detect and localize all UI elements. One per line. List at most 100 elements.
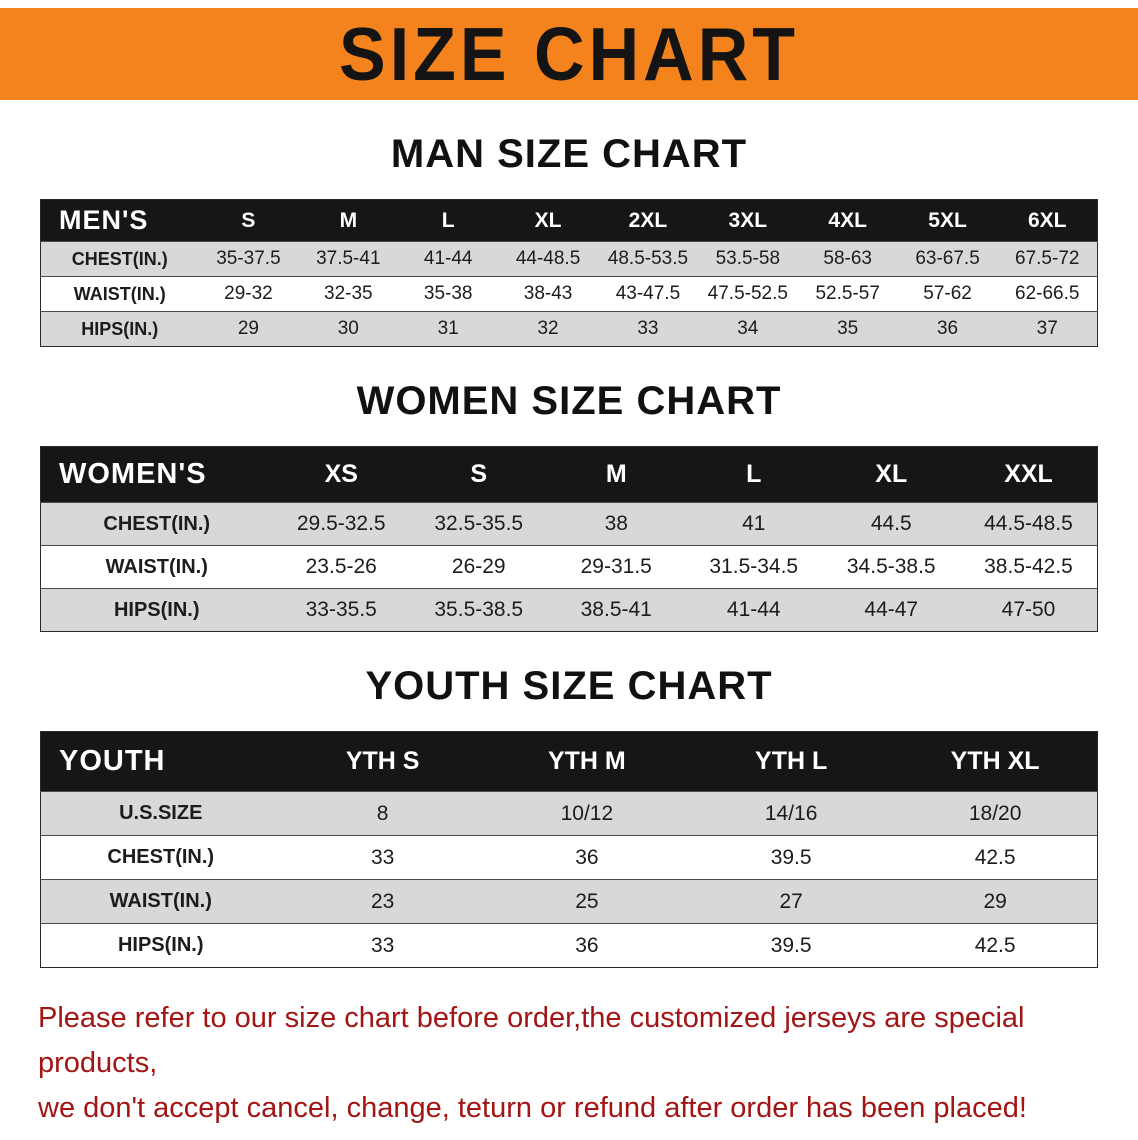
size-value: 43-47.5: [615, 283, 681, 304]
size-value: 41-44: [726, 598, 781, 621]
size-value: 47.5-52.5: [707, 283, 788, 304]
size-value: 30: [337, 318, 359, 339]
table-header-row: YOUTH YTH S YTH M YTH L YTH XL: [40, 731, 1098, 792]
women-size-chart-section: WOMEN SIZE CHART WOMEN'S XS S M L XL XXL CHEST(…: [0, 379, 1138, 632]
size-value: 36: [575, 933, 599, 957]
table-corner-label: WOMEN'S: [40, 446, 273, 503]
measurement-label: WAIST(IN.): [73, 283, 166, 304]
size-value: 63-67.5: [915, 248, 980, 269]
size-value: 23: [370, 889, 395, 913]
size-value: 10/12: [560, 801, 614, 825]
men-size-table: MEN'S S M L XL 2XL 3XL 4XL 5XL 6XL CHEST(IN.) 35-37…: [40, 199, 1098, 347]
size-column-header: YTH L: [689, 731, 894, 792]
size-column-header: 6XL: [997, 199, 1098, 242]
size-value: 35.5-38.5: [434, 598, 524, 621]
size-value: 35-37.5: [216, 248, 281, 269]
size-column-header: 4XL: [797, 199, 898, 242]
measurement-label: WAIST(IN.): [109, 890, 212, 912]
table-header-row: WOMEN'S XS S M L XL XXL: [40, 446, 1098, 503]
measurement-row: HIPS(IN.) 29 30 31 32 33 34 35 36 37: [40, 311, 1098, 347]
men-size-chart-section: MAN SIZE CHART MEN'S S M L XL 2XL 3XL 4XL 5XL 6XL…: [0, 132, 1138, 347]
size-value: 29.5-32.5: [296, 512, 386, 535]
women-size-table: WOMEN'S XS S M L XL XXL CHEST(IN.) 29.5-32.5 32.5…: [40, 446, 1098, 632]
size-value: 38: [604, 512, 628, 535]
measurement-row: WAIST(IN.) 23.5-26 26-29 29-31.5 31.5-34.5 34…: [40, 545, 1098, 589]
size-value: 37.5-41: [316, 248, 381, 269]
men-chart-heading: MAN SIZE CHART: [390, 132, 748, 176]
size-value: 31.5-34.5: [709, 555, 799, 578]
size-column-header: S: [198, 199, 299, 242]
size-value: 32.5-35.5: [434, 512, 524, 535]
size-value: 41-44: [423, 248, 473, 269]
size-value: 38-43: [523, 283, 573, 304]
size-column-header: YTH S: [280, 731, 485, 792]
size-value: 35-38: [423, 283, 473, 304]
size-value: 33-35.5: [305, 598, 377, 621]
measurement-row: CHEST(IN.) 35-37.5 37.5-41 41-44 44-48.5 48.5…: [40, 241, 1098, 277]
measurement-label: WAIST(IN.): [105, 555, 208, 578]
size-value: 8: [376, 801, 389, 825]
measurement-row: HIPS(IN.) 33-35.5 35.5-38.5 38.5-41 41-44 44-…: [40, 588, 1098, 632]
size-value: 32-35: [324, 283, 373, 304]
size-value: 42.5: [974, 933, 1016, 957]
size-column-header: M: [547, 446, 685, 503]
measurement-row: CHEST(IN.) 29.5-32.5 32.5-35.5 38 41 44.5 44.5…: [40, 502, 1098, 546]
size-value: 39.5: [770, 845, 812, 869]
measurement-row: WAIST(IN.) 29-32 32-35 35-38 38-43 43-47.5 47.…: [40, 276, 1098, 312]
size-value: 36: [936, 318, 959, 339]
size-value: 38.5-41: [580, 598, 652, 621]
size-value: 67.5-72: [1015, 248, 1080, 269]
size-value: 42.5: [974, 845, 1016, 869]
table-corner-label: YOUTH: [40, 731, 281, 792]
size-value: 14/16: [764, 801, 818, 825]
size-value: 31: [437, 318, 459, 339]
measurement-row: WAIST(IN.) 23 25 27 29: [40, 879, 1098, 924]
size-value: 32: [537, 318, 559, 339]
disclaimer: Please refer to our size chart before or…: [38, 996, 1100, 1131]
size-column-header: YTH M: [484, 731, 689, 792]
page-title: SIZE CHART: [339, 11, 799, 97]
size-value: 18/20: [968, 801, 1022, 825]
size-value: 26-29: [451, 555, 506, 578]
size-column-header: YTH XL: [893, 731, 1098, 792]
size-column-header: L: [398, 199, 499, 242]
size-column-header: 5XL: [897, 199, 998, 242]
size-value: 53.5-58: [715, 248, 781, 269]
size-column-header: L: [685, 446, 823, 503]
measurement-row: HIPS(IN.) 33 36 39.5 42.5: [40, 923, 1098, 968]
size-value: 62-66.5: [1015, 283, 1080, 304]
size-column-header: XS: [272, 446, 410, 503]
measurement-label: HIPS(IN.): [81, 318, 159, 339]
size-column-header: S: [410, 446, 548, 503]
size-chart-page: SIZE CHART MAN SIZE CHART MEN'S S M L XL 2XL 3…: [0, 8, 1138, 1131]
size-value: 33: [637, 318, 659, 339]
measurement-label: HIPS(IN.): [113, 598, 200, 621]
size-value: 44-48.5: [515, 248, 581, 269]
measurement-label: CHEST(IN.): [107, 846, 215, 868]
table-corner-label: MEN'S: [40, 199, 199, 242]
size-column-header: 3XL: [697, 199, 798, 242]
size-value: 47-50: [1001, 598, 1056, 621]
youth-size-chart-section: YOUTH SIZE CHART YOUTH YTH S YTH M YTH L YTH…: [0, 664, 1138, 968]
size-value: 34.5-38.5: [846, 555, 936, 578]
size-value: 44-47: [864, 598, 919, 621]
size-value: 23.5-26: [305, 555, 377, 578]
size-value: 29: [983, 889, 1007, 913]
size-value: 35: [837, 318, 859, 339]
measurement-row: CHEST(IN.) 33 36 39.5 42.5: [40, 835, 1098, 880]
size-value: 29: [237, 318, 259, 339]
size-value: 57-62: [923, 283, 972, 304]
size-value: 33: [370, 933, 395, 957]
size-value: 37: [1036, 318, 1058, 339]
size-column-header: 2XL: [598, 199, 698, 242]
size-value: 36: [575, 845, 599, 869]
size-value: 34: [737, 318, 759, 339]
size-value: 41: [742, 512, 766, 535]
size-value: 29-32: [224, 283, 273, 304]
size-column-header: XXL: [960, 446, 1098, 503]
table-header-row: MEN'S S M L XL 2XL 3XL 4XL 5XL 6XL: [40, 199, 1098, 242]
size-value: 44.5: [870, 512, 912, 535]
measurement-label: U.S.SIZE: [119, 802, 203, 824]
size-value: 44.5-48.5: [984, 512, 1073, 535]
banner: SIZE CHART: [0, 8, 1138, 100]
